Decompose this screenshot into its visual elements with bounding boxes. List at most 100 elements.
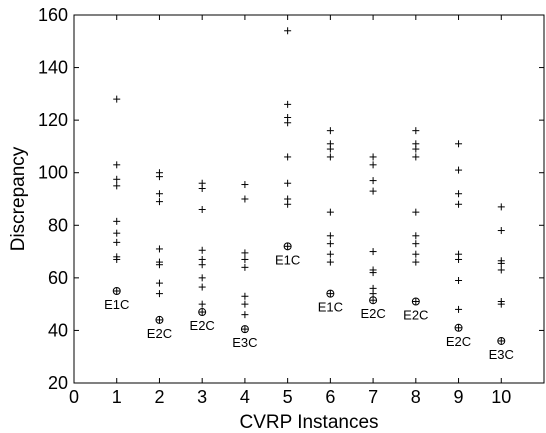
plus-marker xyxy=(326,240,334,248)
annotation-labels: E1C E2C E2C E3C E1C E1C E2C E2C E2C E3C xyxy=(104,252,514,362)
plus-marker xyxy=(241,181,249,189)
plus-marker xyxy=(113,161,121,169)
x-tick-label: 8 xyxy=(411,387,421,407)
plus-marker xyxy=(198,246,206,254)
plus-marker xyxy=(412,240,420,248)
y-tick-label: 60 xyxy=(48,268,68,288)
point-label: E2C xyxy=(446,334,471,349)
plus-marker xyxy=(155,173,163,181)
plus-marker xyxy=(412,258,420,266)
circle-plus-marker xyxy=(454,323,463,332)
plus-marker xyxy=(198,184,206,192)
plus-marker xyxy=(326,127,334,135)
plus-marker xyxy=(326,153,334,161)
y-tick-label: 160 xyxy=(38,5,68,25)
plus-marker xyxy=(198,274,206,282)
plus-marker xyxy=(455,140,463,148)
plus-marker xyxy=(497,259,505,267)
point-label: E1C xyxy=(104,297,129,312)
plus-marker xyxy=(455,255,463,263)
x-tick-label: 3 xyxy=(197,387,207,407)
x-tick-label: 1 xyxy=(112,387,122,407)
plus-marker xyxy=(113,238,121,246)
plus-marker xyxy=(241,300,249,308)
circle-plus-marker xyxy=(112,287,121,295)
plus-marker xyxy=(284,200,292,208)
plus-marker xyxy=(369,290,377,298)
plus-marker xyxy=(497,227,505,235)
y-tick-label: 100 xyxy=(38,163,68,183)
point-label: E1C xyxy=(318,300,343,315)
point-label: E2C xyxy=(360,306,385,321)
x-tick-label: 4 xyxy=(240,387,250,407)
plus-marker xyxy=(113,95,121,103)
plus-marker xyxy=(241,292,249,300)
plus-marker xyxy=(113,217,121,225)
y-tick-label: 120 xyxy=(38,110,68,130)
plus-marker xyxy=(412,250,420,258)
point-label: E3C xyxy=(232,335,257,350)
x-axis-title: CVRP Instances xyxy=(239,412,378,433)
plus-marker xyxy=(455,166,463,174)
plus-marker xyxy=(326,232,334,240)
plus-marker xyxy=(284,179,292,187)
plus-marker xyxy=(369,269,377,277)
plus-marker xyxy=(284,153,292,161)
plus-marker xyxy=(326,258,334,266)
plus-marker xyxy=(412,232,420,240)
y-tick-label: 140 xyxy=(38,58,68,78)
circle-plus-marker xyxy=(155,315,164,324)
plus-marker xyxy=(198,206,206,214)
y-axis-title: Discrepancy xyxy=(8,146,29,251)
plus-marker xyxy=(412,145,420,153)
plus-marker xyxy=(113,182,121,190)
axes: 0 1 2 3 4 5 6 7 8 9 10 20 40 60 80 100 120 140 160 xyxy=(38,5,545,407)
plus-marker xyxy=(497,266,505,274)
plot-frame xyxy=(73,14,545,384)
plus-marker xyxy=(155,245,163,253)
x-tick-label: 9 xyxy=(454,387,464,407)
plus-marker xyxy=(497,203,505,211)
plus-marker xyxy=(369,153,377,161)
plus-marker xyxy=(198,300,206,308)
x-tick-label: 10 xyxy=(491,387,511,407)
plus-marker xyxy=(326,208,334,216)
circle-plus-marker xyxy=(240,325,249,334)
plus-marker xyxy=(369,248,377,256)
plus-marker xyxy=(241,249,249,257)
point-label: E2C xyxy=(147,326,172,341)
plus-marker xyxy=(369,177,377,185)
point-label: E1C xyxy=(275,252,300,267)
plus-marker xyxy=(241,195,249,203)
plus-marker xyxy=(284,27,292,35)
x-tick-label: 5 xyxy=(283,387,293,407)
plus-marker xyxy=(155,198,163,206)
plus-marker xyxy=(455,200,463,208)
plus-marker xyxy=(113,229,121,237)
plus-marker xyxy=(198,261,206,269)
circle-plus-marker xyxy=(326,289,335,298)
circle-plus-marker xyxy=(411,297,420,306)
plus-marker xyxy=(155,190,163,198)
plus-marker xyxy=(155,261,163,269)
circle-plus-marker xyxy=(497,336,506,345)
plus-marker xyxy=(497,300,505,308)
circle-plus-marker xyxy=(369,296,378,305)
x-tick-label: 0 xyxy=(69,387,79,407)
circle-plus-marker xyxy=(198,308,207,317)
plus-marker xyxy=(412,153,420,161)
plus-marker xyxy=(284,119,292,127)
plus-marker xyxy=(455,276,463,284)
plus-marker xyxy=(369,187,377,195)
plus-marker xyxy=(155,290,163,298)
y-tick-label: 40 xyxy=(48,320,68,340)
plus-marker xyxy=(241,263,249,271)
plus-marker xyxy=(412,208,420,216)
plus-marker xyxy=(241,255,249,263)
y-tick-label: 20 xyxy=(48,373,68,393)
y-tick-label: 80 xyxy=(48,215,68,235)
x-tick-label: 6 xyxy=(325,387,335,407)
plus-marker xyxy=(198,283,206,291)
point-label: E2C xyxy=(190,318,215,333)
